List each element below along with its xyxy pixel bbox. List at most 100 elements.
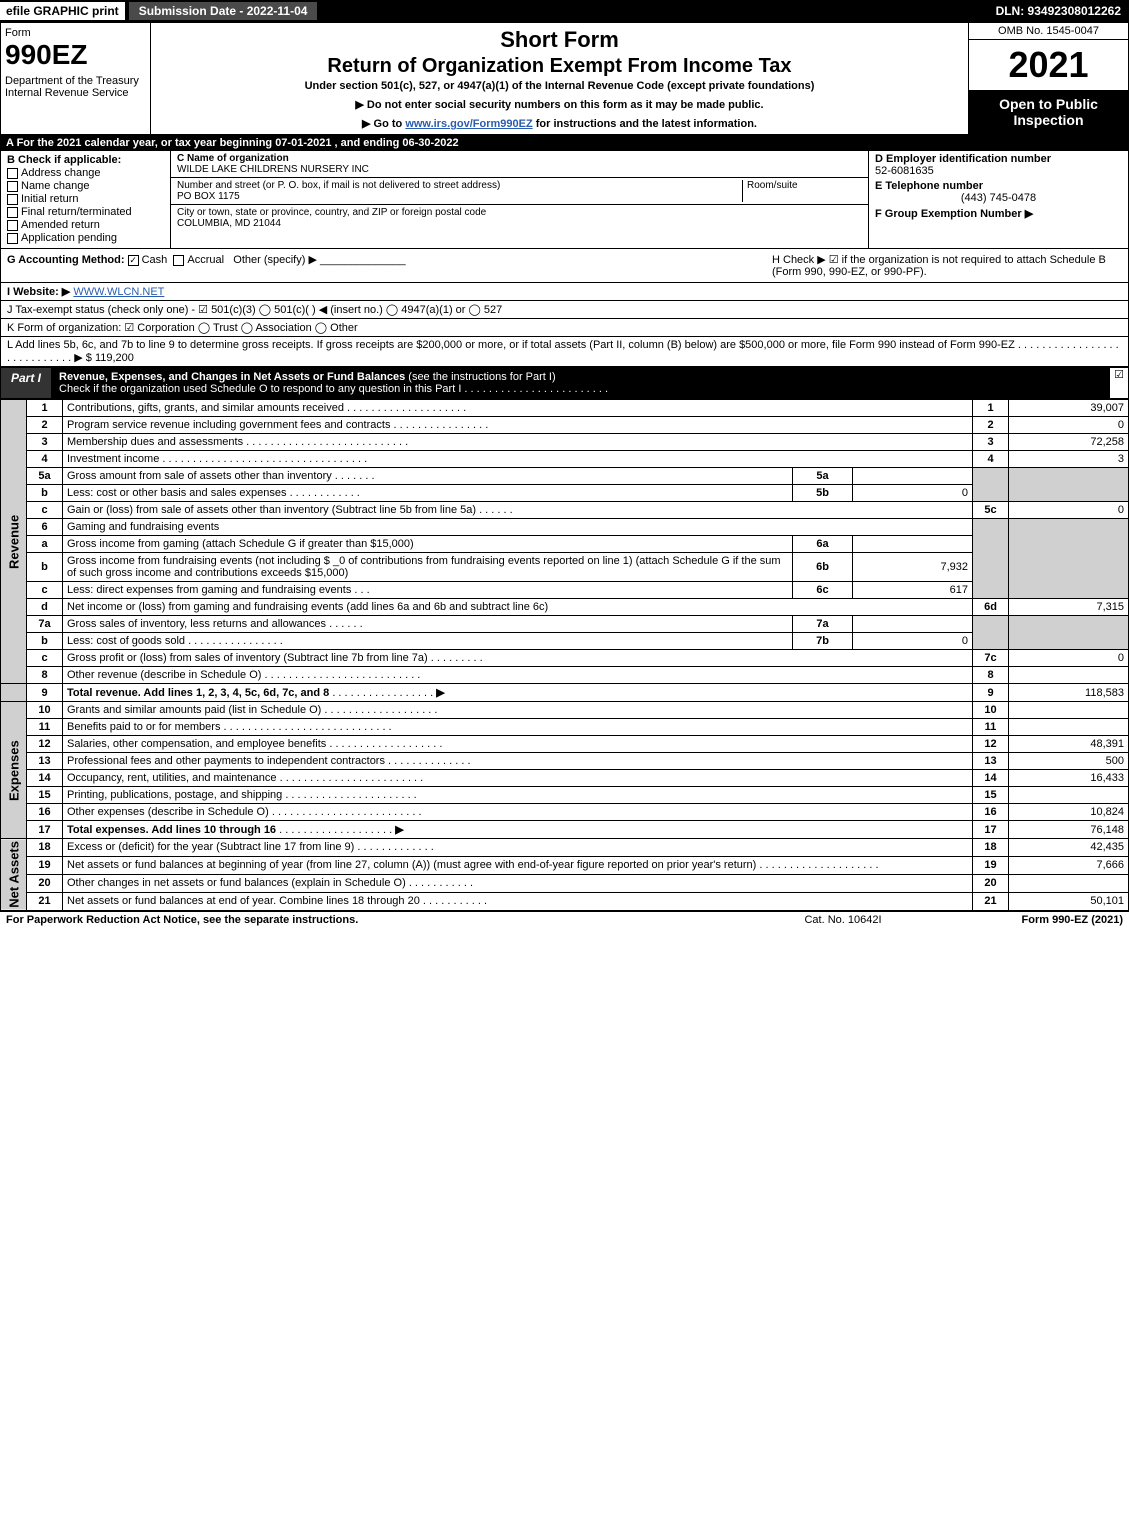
l18-v: 42,435 bbox=[1009, 839, 1129, 857]
l5b-sub: 5b bbox=[793, 485, 853, 502]
l12-v: 48,391 bbox=[1009, 736, 1129, 753]
l4-d: Investment income . . . . . . . . . . . … bbox=[63, 451, 973, 468]
l4-v: 3 bbox=[1009, 451, 1129, 468]
omb-number: OMB No. 1545-0047 bbox=[969, 23, 1128, 40]
title-return: Return of Organization Exempt From Incom… bbox=[159, 55, 960, 78]
l11-rn: 11 bbox=[973, 719, 1009, 736]
l18-n: 18 bbox=[27, 839, 63, 857]
l9-rn: 9 bbox=[973, 684, 1009, 702]
cb-accrual[interactable] bbox=[173, 255, 184, 266]
l5b-d: Less: cost or other basis and sales expe… bbox=[63, 485, 793, 502]
l7c-n: c bbox=[27, 650, 63, 667]
l4-n: 4 bbox=[27, 451, 63, 468]
row-j: J Tax-exempt status (check only one) - ☑… bbox=[0, 301, 1129, 319]
department: Department of the Treasury Internal Reve… bbox=[5, 75, 146, 99]
l17-rn: 17 bbox=[973, 821, 1009, 839]
cb-name-change[interactable]: Name change bbox=[7, 180, 164, 192]
l7b-d: Less: cost of goods sold . . . . . . . .… bbox=[63, 633, 793, 650]
part1-title: Revenue, Expenses, and Changes in Net As… bbox=[51, 368, 1110, 398]
l11-v bbox=[1009, 719, 1129, 736]
l10-n: 10 bbox=[27, 702, 63, 719]
l18-d: Excess or (deficit) for the year (Subtra… bbox=[63, 839, 973, 857]
row-k: K Form of organization: ☑ Corporation ◯ … bbox=[0, 319, 1129, 337]
l13-n: 13 bbox=[27, 753, 63, 770]
l19-n: 19 bbox=[27, 856, 63, 874]
l16-n: 16 bbox=[27, 804, 63, 821]
b-hdr: B Check if applicable: bbox=[7, 154, 121, 166]
l2-d: Program service revenue including govern… bbox=[63, 417, 973, 434]
f-grp-lbl: F Group Exemption Number ▶ bbox=[875, 207, 1122, 220]
l6d-n: d bbox=[27, 599, 63, 616]
tax-year: 2021 bbox=[969, 40, 1128, 90]
subtitle-section: Under section 501(c), 527, or 4947(a)(1)… bbox=[159, 80, 960, 92]
l7a-d: Gross sales of inventory, less returns a… bbox=[63, 616, 793, 633]
cb-initial-return[interactable]: Initial return bbox=[7, 193, 164, 205]
l2-n: 2 bbox=[27, 417, 63, 434]
l9-n: 9 bbox=[27, 684, 63, 702]
l6a-sub: 6a bbox=[793, 536, 853, 553]
l12-n: 12 bbox=[27, 736, 63, 753]
e-tel-lbl: E Telephone number bbox=[875, 180, 1122, 192]
cb-cash[interactable]: ✓ bbox=[128, 255, 139, 266]
l8-rn: 8 bbox=[973, 667, 1009, 684]
l1-v: 39,007 bbox=[1009, 400, 1129, 417]
l6d-rn: 6d bbox=[973, 599, 1009, 616]
l6d-d: Net income or (loss) from gaming and fun… bbox=[63, 599, 973, 616]
l7a-n: 7a bbox=[27, 616, 63, 633]
l12-d: Salaries, other compensation, and employ… bbox=[63, 736, 973, 753]
l1-d: Contributions, gifts, grants, and simila… bbox=[63, 400, 973, 417]
l20-rn: 20 bbox=[973, 874, 1009, 892]
col-def: D Employer identification number 52-6081… bbox=[868, 151, 1128, 248]
goto-suffix: for instructions and the latest informat… bbox=[533, 118, 757, 130]
efile-print-label[interactable]: efile GRAPHIC print bbox=[0, 2, 125, 20]
cb-final-return[interactable]: Final return/terminated bbox=[7, 206, 164, 218]
submission-date: Submission Date - 2022-11-04 bbox=[129, 2, 318, 20]
l6b-sub: 6b bbox=[793, 553, 853, 582]
l6c-n: c bbox=[27, 582, 63, 599]
side-expenses: Expenses bbox=[1, 702, 27, 839]
l18-rn: 18 bbox=[973, 839, 1009, 857]
row-i: I Website: ▶ WWW.WLCN.NET bbox=[0, 283, 1129, 301]
l19-d: Net assets or fund balances at beginning… bbox=[63, 856, 973, 874]
l21-v: 50,101 bbox=[1009, 892, 1129, 910]
cb-amended-return[interactable]: Amended return bbox=[7, 219, 164, 231]
l8-v bbox=[1009, 667, 1129, 684]
c-name-lbl: C Name of organization bbox=[177, 153, 289, 164]
e-tel: (443) 745-0478 bbox=[875, 192, 1122, 204]
l13-v: 500 bbox=[1009, 753, 1129, 770]
l6-grey-v bbox=[1009, 519, 1129, 599]
l15-d: Printing, publications, postage, and shi… bbox=[63, 787, 973, 804]
d-ein-lbl: D Employer identification number bbox=[875, 153, 1122, 165]
l8-n: 8 bbox=[27, 667, 63, 684]
l5c-d: Gain or (loss) from sale of assets other… bbox=[63, 502, 973, 519]
footer-formno: Form 990-EZ (2021) bbox=[943, 914, 1123, 926]
l5b-sv: 0 bbox=[853, 485, 973, 502]
cb-application-pending[interactable]: Application pending bbox=[7, 232, 164, 244]
l5-grey bbox=[973, 468, 1009, 502]
l7a-sv bbox=[853, 616, 973, 633]
l1-rn: 1 bbox=[973, 400, 1009, 417]
l5a-n: 5a bbox=[27, 468, 63, 485]
part1-checkbox[interactable]: ☑ bbox=[1110, 368, 1128, 398]
irs-link[interactable]: www.irs.gov/Form990EZ bbox=[405, 118, 532, 130]
website-link[interactable]: WWW.WLCN.NET bbox=[73, 286, 164, 298]
l9-v: 118,583 bbox=[1009, 684, 1129, 702]
bullet-ssn: ▶ Do not enter social security numbers o… bbox=[159, 98, 960, 111]
l3-d: Membership dues and assessments . . . . … bbox=[63, 434, 973, 451]
l6b-n: b bbox=[27, 553, 63, 582]
part1-header: Part I Revenue, Expenses, and Changes in… bbox=[0, 367, 1129, 399]
row-gh: G Accounting Method: ✓Cash Accrual Other… bbox=[0, 249, 1129, 283]
org-city: COLUMBIA, MD 21044 bbox=[177, 218, 281, 229]
h-check: H Check ▶ ☑ if the organization is not r… bbox=[772, 253, 1122, 278]
cb-address-change[interactable]: Address change bbox=[7, 167, 164, 179]
l9-d: Total revenue. Add lines 1, 2, 3, 4, 5c,… bbox=[63, 684, 973, 702]
l3-n: 3 bbox=[27, 434, 63, 451]
l11-n: 11 bbox=[27, 719, 63, 736]
side-blank1 bbox=[1, 684, 27, 702]
l7a-sub: 7a bbox=[793, 616, 853, 633]
l11-d: Benefits paid to or for members . . . . … bbox=[63, 719, 973, 736]
l6c-sub: 6c bbox=[793, 582, 853, 599]
l7b-n: b bbox=[27, 633, 63, 650]
l5a-d: Gross amount from sale of assets other t… bbox=[63, 468, 793, 485]
l5b-n: b bbox=[27, 485, 63, 502]
